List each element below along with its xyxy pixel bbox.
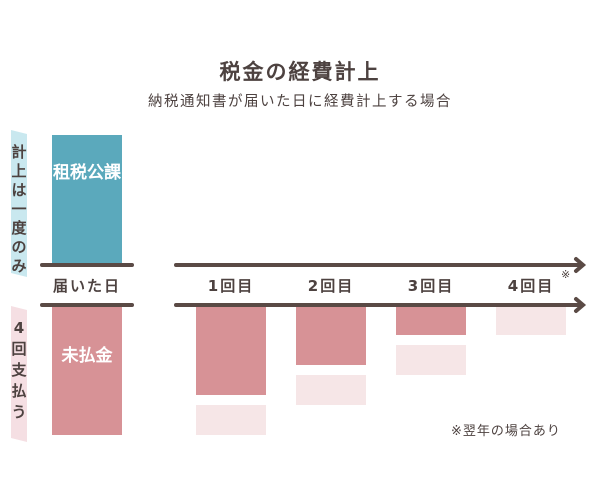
divider-lower-left xyxy=(40,303,134,307)
payment-1-remaining xyxy=(196,405,266,435)
payment-3-bar xyxy=(396,307,466,335)
payment-2-remaining xyxy=(296,375,366,405)
payment-4-label: 4回目 xyxy=(507,277,555,295)
payment-3-label: 3回目 xyxy=(407,277,455,295)
lower-strip xyxy=(11,306,27,442)
payment-4-note-mark: ※ xyxy=(561,268,571,281)
payment-2-bar xyxy=(296,307,366,365)
page-title: 税金の経費計上 xyxy=(219,60,381,84)
subtitle: 納税通知書が届いた日に経費計上する場合 xyxy=(148,94,452,110)
payment-1-bar xyxy=(196,307,266,395)
lower-side-label: 4回支払う xyxy=(11,319,27,421)
upper-strip xyxy=(11,130,27,277)
payment-2-label: 2回目 xyxy=(307,277,355,295)
divider-upper-left xyxy=(40,263,134,267)
payment-3-remaining xyxy=(396,345,466,375)
payment-4-remaining xyxy=(496,307,566,335)
accrued-label: 未払金 xyxy=(61,346,113,366)
side-strips xyxy=(11,130,27,442)
timeline-arrows xyxy=(174,257,587,313)
accrued-box xyxy=(52,305,122,435)
upper-side-label: 計上は一度のみ xyxy=(11,143,27,275)
payment-1-label: 1回目 xyxy=(207,277,255,295)
received-day-label: 届いた日 xyxy=(52,277,121,295)
tax-expense-box xyxy=(52,135,122,265)
tax-expense-label: 租税公課 xyxy=(53,163,121,183)
footnote: ※翌年の場合あり xyxy=(451,424,561,439)
